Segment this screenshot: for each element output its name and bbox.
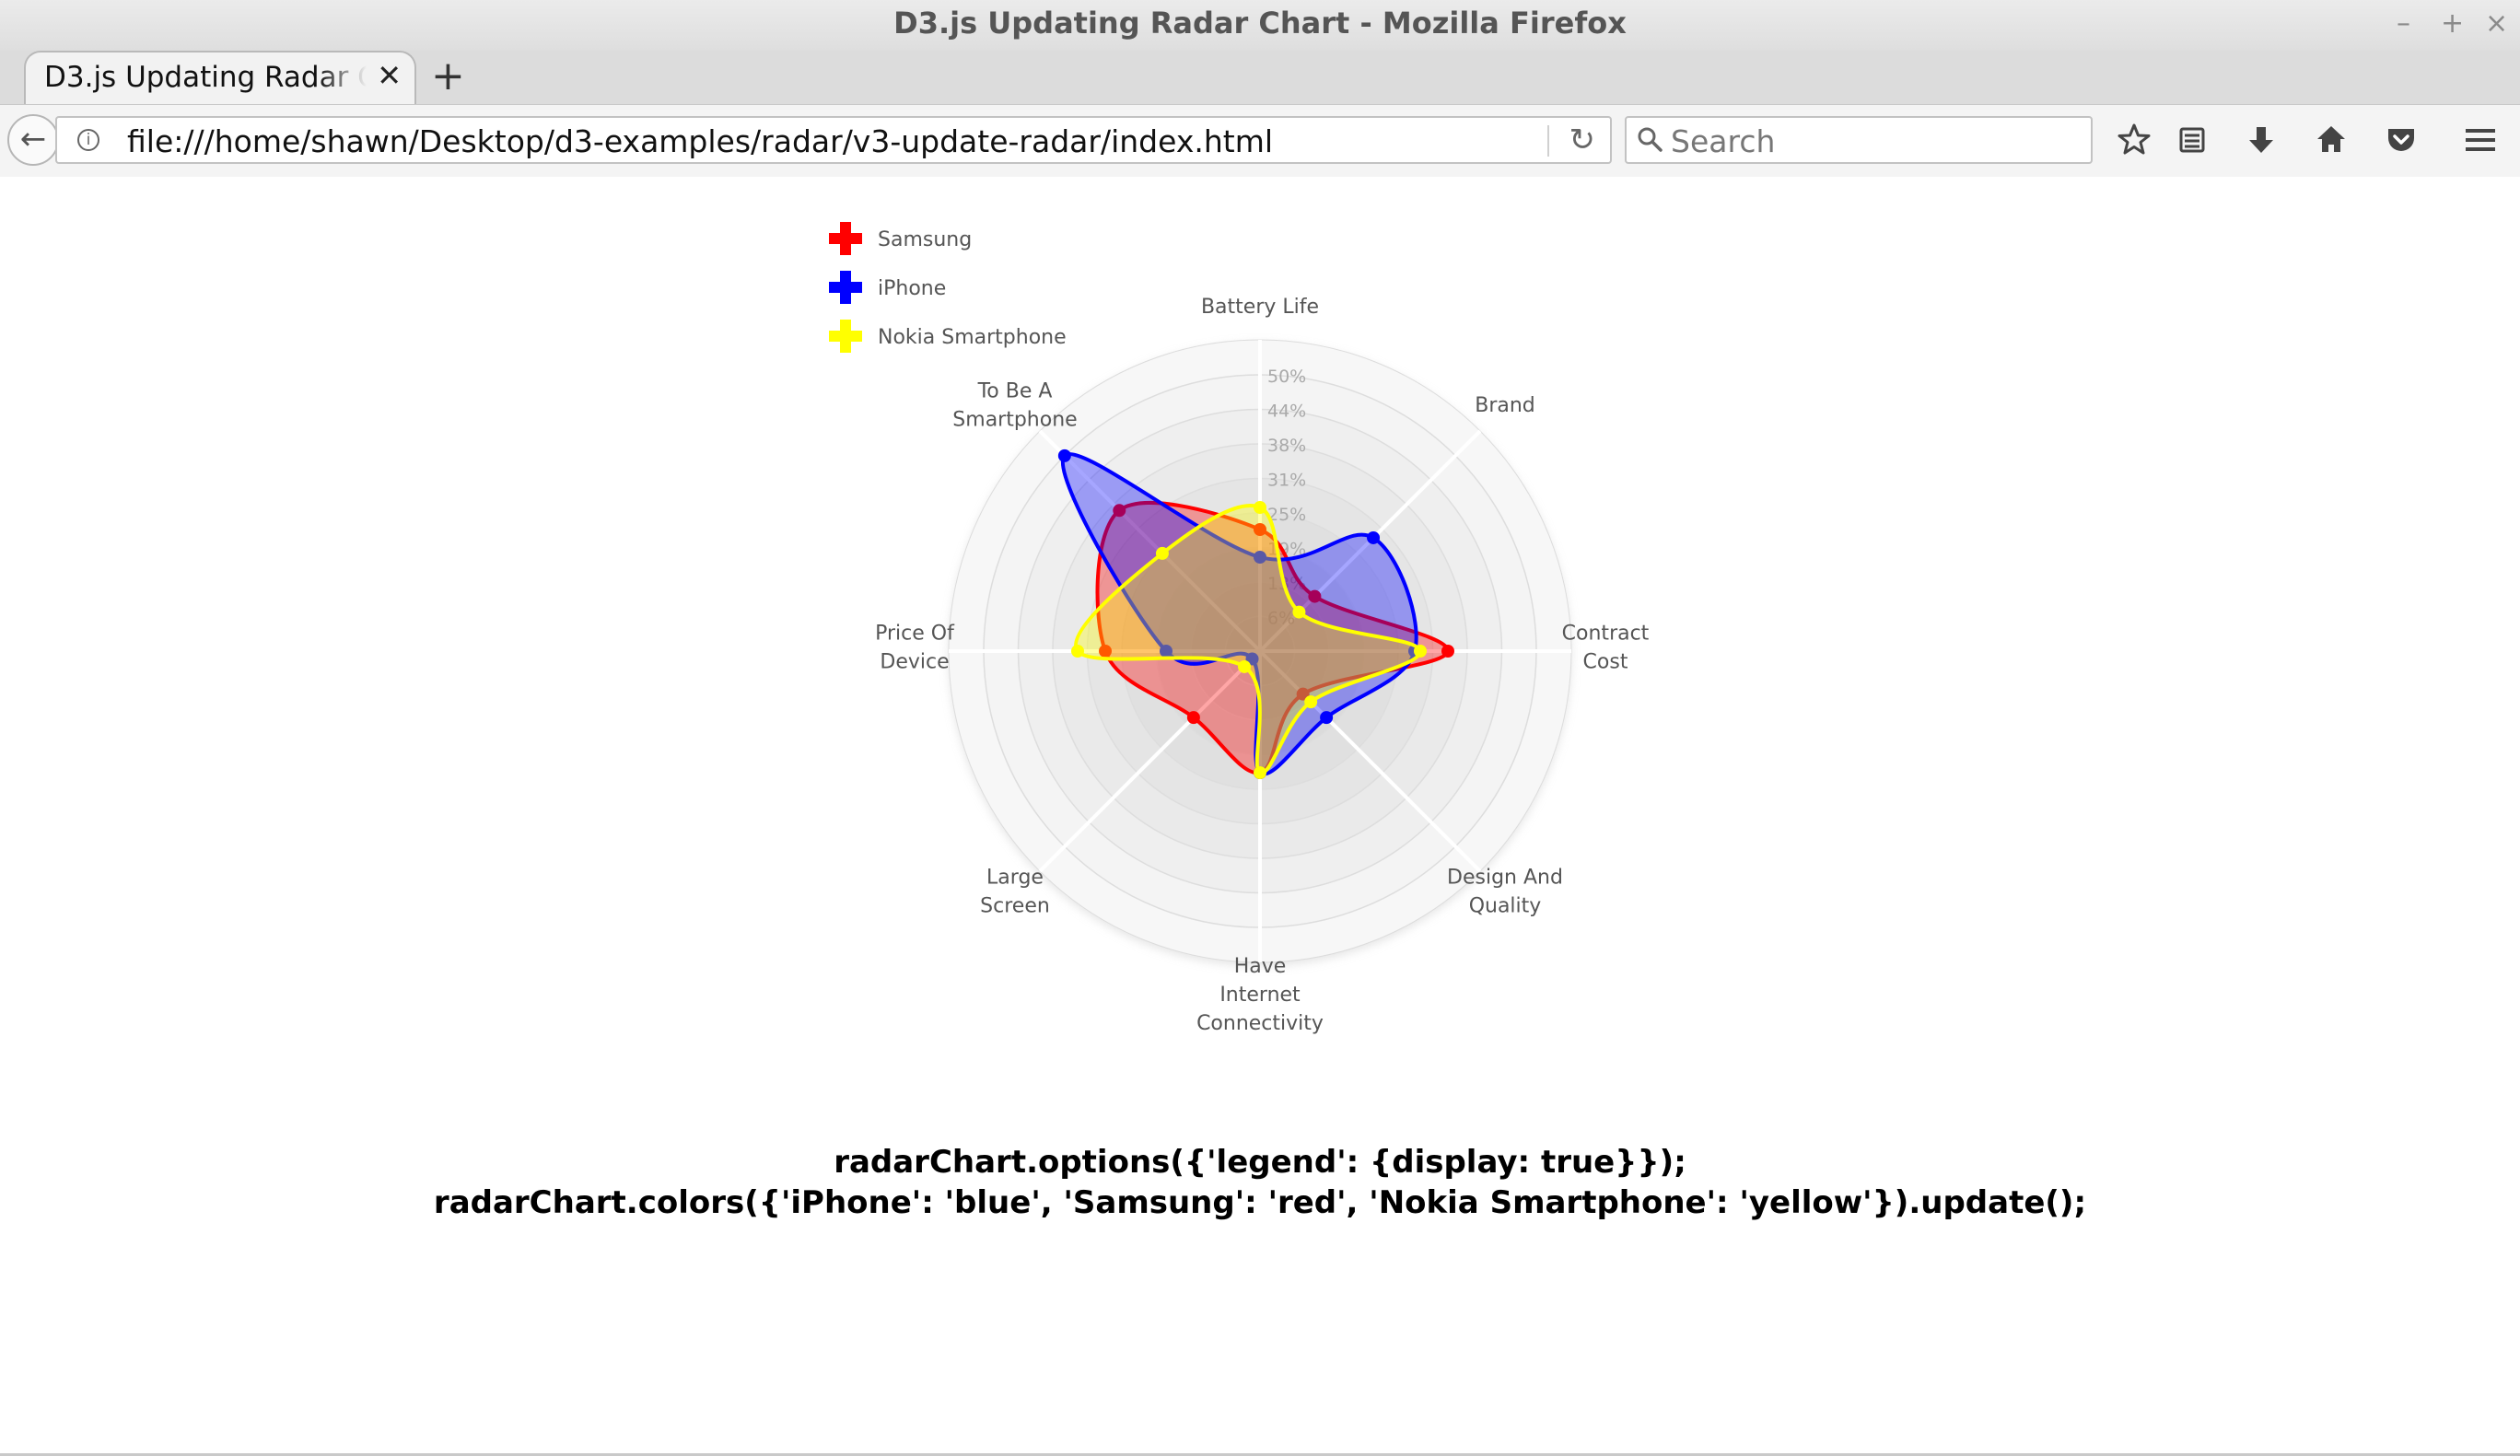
- pocket-icon[interactable]: [2378, 116, 2424, 164]
- window-title: D3.js Updating Radar Chart - Mozilla Fir…: [893, 6, 1627, 41]
- legend-label-samsung: Samsung: [878, 228, 972, 251]
- data-point-nokia-smartphone: [1238, 659, 1252, 673]
- data-point-samsung: [1441, 645, 1454, 658]
- data-point-nokia-smartphone: [1292, 605, 1306, 619]
- data-point-nokia-smartphone: [1304, 695, 1318, 709]
- url-bar[interactable]: i file:///home/shawn/Desktop/d3-examples…: [55, 116, 1612, 164]
- tick-label: 25%: [1267, 505, 1306, 525]
- legend-label-iphone: iPhone: [878, 277, 946, 300]
- data-point-iphone: [1057, 448, 1071, 462]
- data-point-nokia-smartphone: [1414, 645, 1427, 658]
- reload-icon[interactable]: ↻: [1569, 122, 1596, 158]
- star-icon[interactable]: [2111, 116, 2157, 164]
- data-point-nokia-smartphone: [1254, 766, 1266, 779]
- data-point-iphone: [1367, 530, 1381, 544]
- download-icon[interactable]: [2238, 116, 2284, 164]
- url-divider: [1547, 125, 1549, 157]
- minimize-button[interactable]: –: [2397, 7, 2410, 40]
- data-point-nokia-smartphone: [1071, 645, 1084, 658]
- axis-label: Brand: [1475, 394, 1535, 417]
- data-point-iphone: [1160, 645, 1172, 658]
- code-line-2: radarChart.colors({'iPhone': 'blue', 'Sa…: [433, 1184, 2087, 1221]
- info-icon[interactable]: i: [77, 129, 99, 151]
- axis-label: Battery Life: [1201, 296, 1319, 319]
- data-point-nokia-smartphone: [1254, 501, 1266, 514]
- data-point-iphone: [1254, 551, 1266, 564]
- data-point-samsung: [1308, 589, 1322, 603]
- data-point-nokia-smartphone: [1155, 546, 1169, 560]
- reading-list-icon[interactable]: [2169, 116, 2215, 164]
- legend-swatch-nokia-smartphone: [829, 320, 862, 353]
- home-icon[interactable]: [2308, 116, 2354, 164]
- data-point-samsung: [1186, 711, 1200, 725]
- tab-label: D3.js Updating Radar Chart: [44, 61, 367, 94]
- tick-label: 31%: [1267, 471, 1306, 491]
- axis-label: To Be A Smartphone: [952, 380, 1077, 432]
- menu-icon[interactable]: [2457, 116, 2503, 164]
- code-line-1: radarChart.options({'legend': {display: …: [834, 1144, 1686, 1181]
- tab-close-icon[interactable]: ✕: [377, 58, 402, 93]
- search-icon: [1638, 127, 1662, 152]
- data-point-samsung: [1099, 645, 1112, 658]
- axis-label: Price Of Device: [875, 623, 955, 674]
- tick-label: 44%: [1267, 402, 1306, 422]
- data-point-iphone: [1245, 652, 1259, 666]
- axis-line: [1038, 429, 1262, 653]
- axis-line: [1258, 649, 1482, 873]
- axis-line: [1038, 649, 1262, 873]
- new-tab-button[interactable]: +: [431, 52, 465, 99]
- data-point-samsung: [1254, 523, 1266, 536]
- axis-label: Large Screen: [980, 867, 1050, 918]
- window-title-bar: D3.js Updating Radar Chart - Mozilla Fir…: [0, 0, 2520, 51]
- axis-label: Contract Cost: [1562, 623, 1650, 674]
- legend-swatch-iphone: [829, 271, 862, 304]
- page-content: 6% 13% 19% 25% 31% 38% 44% 50% Battery Life Brand…: [0, 177, 2520, 1456]
- tab-strip: D3.js Updating Radar Chart ✕ +: [0, 51, 2520, 104]
- radar-chart: 6%13%19%25%31%38%44%50%Battery LifeBrand…: [829, 222, 1650, 1035]
- data-point-iphone: [1320, 711, 1334, 725]
- axis-label: Design And Quality: [1447, 867, 1563, 918]
- search-placeholder: Search: [1671, 123, 1776, 159]
- data-point-samsung: [1296, 687, 1310, 701]
- legend-label-nokia-smartphone: Nokia Smartphone: [878, 326, 1067, 349]
- tab-active[interactable]: D3.js Updating Radar Chart ✕: [24, 51, 416, 104]
- tick-label: 50%: [1267, 367, 1306, 387]
- tick-label: 6%: [1267, 609, 1295, 629]
- url-text[interactable]: file:///home/shawn/Desktop/d3-examples/r…: [127, 123, 1274, 159]
- data-point-samsung: [1113, 504, 1126, 518]
- close-window-button[interactable]: ×: [2485, 7, 2509, 40]
- window-bottom-border: [0, 1453, 2520, 1456]
- axis-label: Have Internet Connectivity: [1196, 955, 1324, 1035]
- back-button[interactable]: ←: [7, 114, 59, 166]
- legend-swatch-samsung: [829, 222, 862, 255]
- maximize-button[interactable]: +: [2441, 7, 2465, 40]
- navigation-bar: ← i file:///home/shawn/Desktop/d3-exampl…: [0, 104, 2520, 179]
- tick-label: 38%: [1267, 436, 1306, 456]
- search-input[interactable]: Search: [1625, 116, 2093, 164]
